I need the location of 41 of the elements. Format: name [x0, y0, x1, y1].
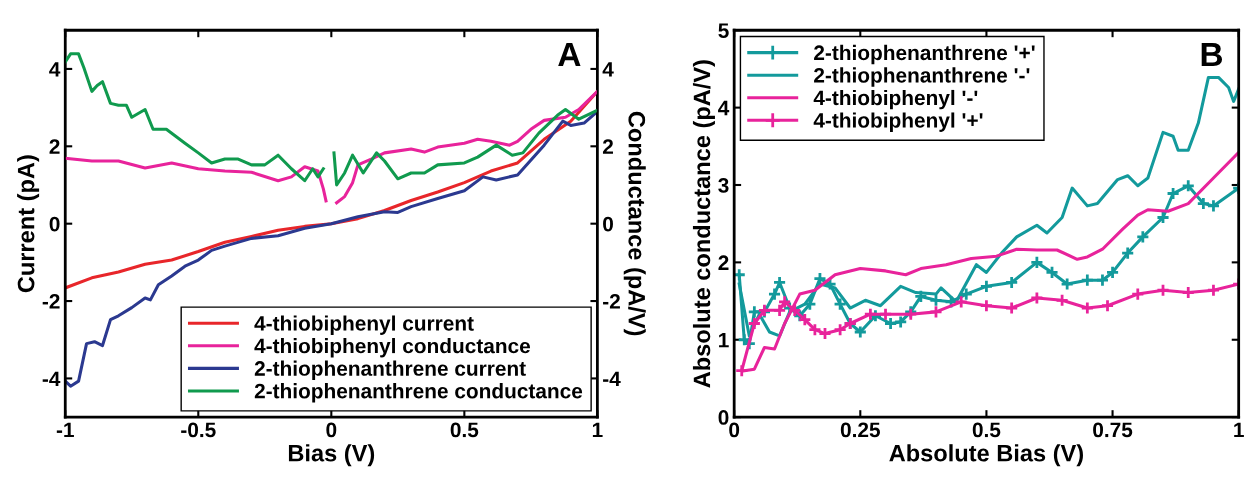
- y-tick-label: 4: [49, 62, 61, 77]
- x-tick-label: -1: [56, 422, 74, 438]
- legend-label: 2-thiophenanthrene '-': [814, 67, 1030, 87]
- y2-tick-label: -4: [603, 371, 621, 386]
- x-tick-label: 1: [592, 422, 603, 438]
- y-axis-title: Current (pA): [17, 155, 40, 293]
- x-tick-label: 0: [326, 422, 337, 438]
- annotation: A: [558, 43, 581, 66]
- y2-tick-label: -2: [603, 294, 620, 309]
- y-tick-label: 2: [49, 139, 60, 154]
- annotation: B: [1201, 43, 1223, 66]
- legend-label: 2-thiophenanthrene '+': [814, 44, 1035, 65]
- legend-label: 4-thiobiphenyl '+': [813, 112, 983, 132]
- y2-tick-label: 2: [602, 139, 613, 154]
- y2-axis-title: Conductance (pA/V): [623, 111, 646, 336]
- x-tick-label: 0: [729, 422, 740, 438]
- x-tick-label: 0.25: [840, 422, 880, 438]
- y-tick-label: 4: [718, 100, 730, 116]
- y-tick-label: -4: [42, 371, 61, 386]
- x-axis-title: Absolute Bias (V): [889, 444, 1083, 467]
- legend-label: 4-thiobiphenyl conductance: [254, 338, 531, 358]
- y2-tick-label: 0: [603, 216, 613, 232]
- y-tick-label: 1: [719, 332, 729, 348]
- y-tick-label: -2: [42, 294, 60, 309]
- y-axis-title: Absolute conductance (pA/V): [692, 60, 715, 388]
- x-tick-label: 1: [1234, 422, 1244, 438]
- legend-label: 2-thiophenanthrene current: [254, 360, 526, 380]
- x-tick-label: -0.5: [181, 422, 216, 438]
- y-tick-label: 5: [718, 23, 729, 38]
- legend-label: 4-thiobiphenyl '-': [813, 89, 978, 110]
- legend-label: 4-thiobiphenyl current: [254, 315, 474, 335]
- legend-label: 2-thiophenanthrene conductance: [254, 383, 583, 403]
- y-tick-label: 2: [718, 255, 729, 270]
- y-tick-label: 0: [49, 216, 60, 232]
- y-tick-label: 3: [718, 177, 729, 193]
- y-tick-label: 0: [718, 410, 729, 425]
- x-tick-label: 0.75: [1093, 422, 1133, 438]
- x-axis-title: Bias (V): [288, 444, 375, 467]
- y2-tick-label: 4: [602, 62, 614, 77]
- x-tick-label: 0.5: [450, 422, 479, 438]
- x-tick-label: 0.5: [972, 422, 1001, 438]
